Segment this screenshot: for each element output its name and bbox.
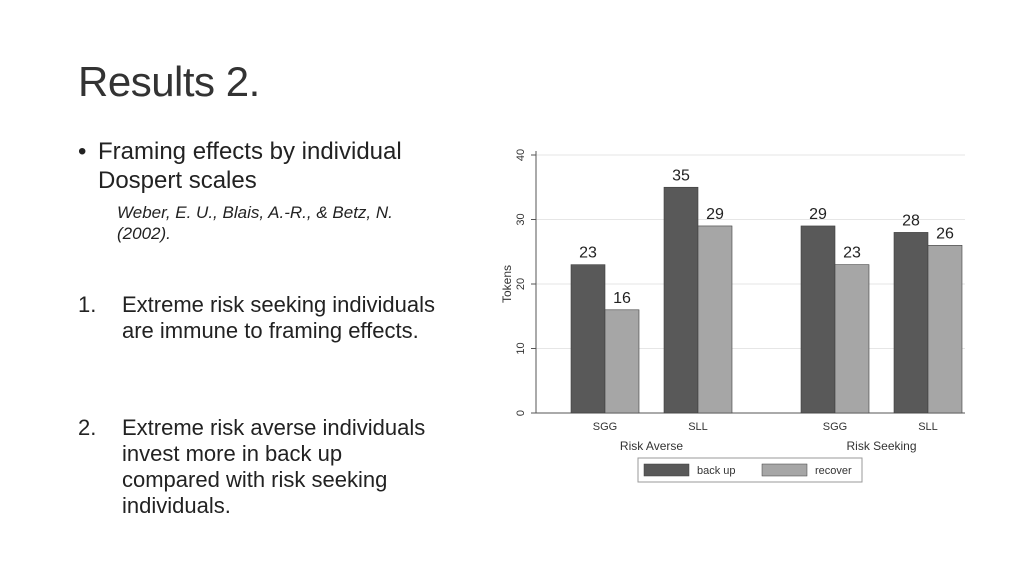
numbered-item-2: 2. Extreme risk averse individuals inves… (78, 415, 438, 519)
data-label: 29 (809, 206, 827, 223)
item-text: Extreme risk seeking individuals are imm… (122, 292, 436, 343)
citation: Weber, E. U., Blais, A.-R., & Betz, N. (… (117, 203, 393, 243)
legend-swatch-back-up (643, 463, 690, 477)
legend-swatch-recover (761, 463, 808, 477)
data-label: 23 (579, 245, 597, 262)
bar-recover (604, 309, 640, 414)
bar-back-up (570, 264, 606, 414)
slide-title: Results 2. (78, 58, 260, 105)
item-number: 2. (78, 415, 97, 440)
y-tick-label: 10 (515, 342, 527, 354)
bar-back-up (800, 225, 836, 414)
bar-recover (927, 245, 963, 414)
data-label: 35 (672, 167, 690, 184)
data-label: 28 (902, 212, 920, 229)
group-label: Risk Averse (620, 439, 683, 453)
bullet-dot: • (78, 138, 87, 165)
item-text: Extreme risk averse individuals invest m… (122, 415, 426, 518)
data-label: 26 (936, 225, 954, 242)
legend-label: recover (815, 465, 852, 477)
item-number: 1. (78, 292, 97, 317)
bar-recover (834, 264, 870, 414)
data-label: 16 (613, 290, 631, 307)
x-tick-label: SLL (918, 421, 938, 433)
bar-back-up (893, 232, 929, 414)
x-tick-label: SGG (593, 421, 617, 433)
group-label: Risk Seeking (846, 439, 916, 453)
numbered-item-1: 1. Extreme risk seeking individuals are … (78, 292, 438, 344)
y-tick-label: 0 (515, 410, 527, 416)
bullet-text: Framing effects by individual Dospert sc… (98, 138, 402, 194)
y-tick-label: 40 (515, 149, 527, 161)
y-tick-label: 20 (515, 278, 527, 290)
bar-chart: 0 10 20 30 40 Tokens 23 35 29 28 16 29 23 26 SGG SLL SGG… (480, 140, 980, 490)
x-tick-label: SLL (688, 421, 708, 433)
data-label: 29 (706, 206, 724, 223)
bar-recover (697, 225, 733, 414)
y-axis-label: Tokens (500, 265, 514, 303)
y-tick-label: 30 (515, 213, 527, 225)
bullet-point: • Framing effects by individual Dospert … (78, 137, 438, 195)
legend-label: back up (697, 465, 736, 477)
data-label: 23 (843, 245, 861, 262)
x-tick-label: SGG (823, 421, 847, 433)
bar-back-up (663, 186, 699, 414)
